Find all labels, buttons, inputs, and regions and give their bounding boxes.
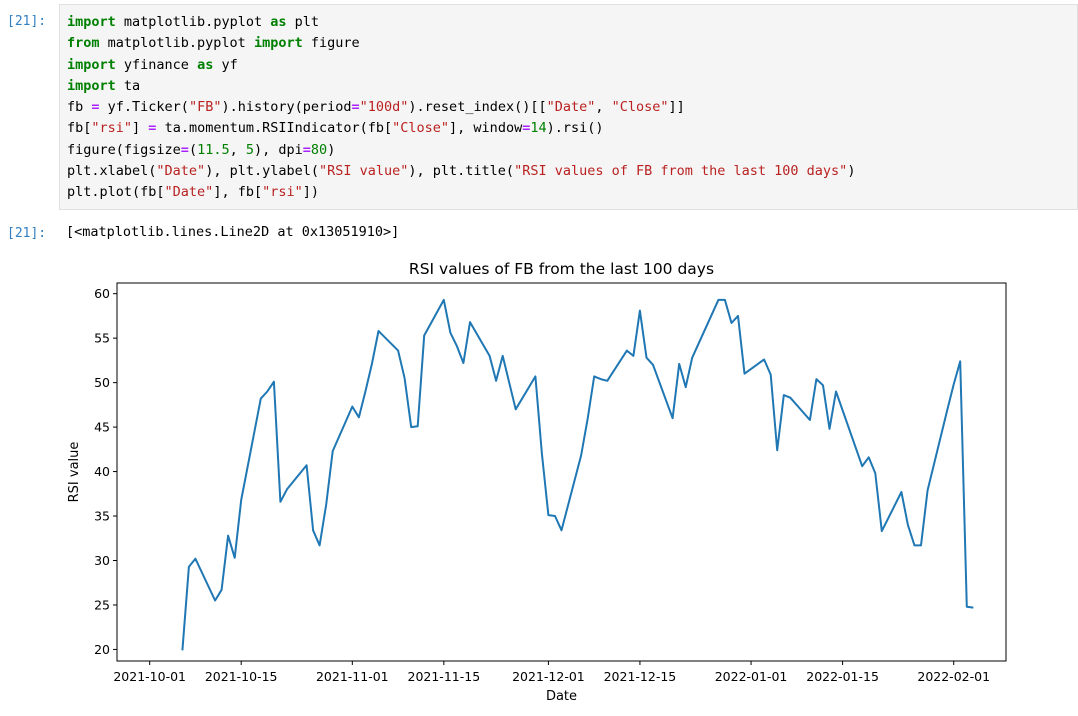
code-editor[interactable]: import matplotlib.pyplot as plt from mat… — [67, 12, 855, 204]
rsi-series-line — [181, 298, 974, 651]
code-token: 80 — [310, 141, 328, 158]
code-token: = — [180, 141, 189, 158]
code-token: yf.Ticker( — [99, 99, 189, 116]
code-token: ).history(period — [221, 99, 352, 116]
code-token: figure(figsize — [67, 141, 181, 158]
code-cell-input[interactable]: import matplotlib.pyplot as plt from mat… — [59, 4, 1078, 210]
x-tick-label: 2021-11-01 — [316, 669, 389, 684]
code-token: as — [197, 56, 214, 73]
code-token: "RSI value" — [318, 163, 409, 180]
code-line: import yfinance as yf — [67, 57, 238, 73]
code-token: plt — [286, 14, 319, 30]
code-token: ), plt.ylabel( — [205, 163, 319, 180]
output-prompt: [21]: — [7, 226, 47, 241]
plot-frame — [116, 282, 1007, 662]
y-tick-label: 20 — [94, 642, 110, 657]
x-axis-label: Date — [546, 689, 577, 704]
code-token: "100d" — [359, 99, 409, 116]
code-token: ), dpi — [254, 141, 303, 158]
code-token: 14 — [530, 120, 547, 137]
code-line: figure(figsize=(11.5, 5), dpi=80) — [67, 142, 335, 158]
rsi-line-chart: 20 25 30 35 40 45 50 55 60 2021-10-01 2021-10-15 20… — [67, 260, 1007, 704]
code-token: "Date" — [546, 99, 596, 116]
y-axis-label: RSI value — [67, 442, 82, 503]
code-line: plt.plot(fb["Date"], fb["rsi"]) — [67, 184, 319, 200]
code-line: fb["rsi"] = ta.momentum.RSIIndicator(fb[… — [67, 120, 604, 136]
chart-title: RSI values of FB from the last 100 days — [409, 260, 714, 278]
code-token: plt.plot(fb[ — [67, 184, 165, 201]
code-token: , — [229, 141, 246, 158]
code-token: ).rsi() — [546, 120, 604, 137]
code-token: ], fb[ — [213, 184, 263, 201]
output-text: [<matplotlib.lines.Line2D at 0x13051910>… — [66, 224, 400, 240]
x-tick-label: 2022-02-01 — [917, 669, 990, 684]
code-token: "Date" — [164, 184, 214, 201]
code-token: plt.xlabel( — [67, 163, 157, 180]
code-line: fb = yf.Ticker("FB").history(period="100… — [67, 99, 685, 115]
code-token: "rsi" — [91, 120, 133, 137]
x-tick-label: 2021-11-15 — [408, 669, 481, 684]
x-tick-label: 2021-12-01 — [512, 669, 585, 684]
code-token: matplotlib.pyplot — [99, 35, 254, 52]
y-tick-label: 50 — [94, 375, 110, 390]
code-token: from — [67, 35, 100, 52]
code-token: ta — [115, 77, 141, 94]
code-token: "Close" — [392, 120, 450, 137]
code-line: plt.xlabel("Date"), plt.ylabel("RSI valu… — [67, 163, 855, 179]
code-token: import — [67, 77, 116, 94]
y-tick-label: 35 — [94, 509, 110, 524]
y-tick-label: 30 — [94, 553, 110, 568]
code-token: "rsi" — [262, 184, 303, 201]
code-token: yf — [213, 56, 238, 73]
code-token: ) — [847, 163, 856, 180]
code-token: ]) — [302, 184, 320, 201]
code-token: as — [270, 14, 287, 30]
code-token: ) — [327, 141, 336, 158]
code-token: ], window — [449, 120, 523, 137]
code-token: 11.5 — [197, 141, 230, 158]
input-prompt: [21]: — [7, 14, 47, 29]
code-token: 5 — [245, 141, 254, 158]
y-tick-label: 55 — [94, 331, 110, 346]
x-tick-label: 2021-10-01 — [113, 669, 186, 684]
code-token: yfinance — [115, 56, 198, 73]
code-token: = — [302, 141, 311, 158]
code-token: ] — [132, 120, 149, 137]
code-token: import — [67, 56, 116, 73]
code-token: import — [67, 14, 116, 30]
code-token: = — [351, 99, 360, 116]
x-tick-label: 2022-01-01 — [715, 669, 788, 684]
x-tick-label: 2021-10-15 — [205, 669, 278, 684]
code-token: figure — [302, 35, 360, 52]
code-line: import ta — [67, 78, 140, 94]
code-token: fb — [67, 99, 92, 116]
y-tick-label: 40 — [94, 464, 110, 479]
y-tick-label: 25 — [94, 597, 110, 612]
x-tick-label: 2022-01-15 — [806, 669, 879, 684]
code-token: ).reset_index()[[ — [408, 99, 547, 116]
code-token: "RSI values of FB from the last 100 days… — [514, 163, 848, 180]
code-token: "Date" — [156, 163, 206, 180]
y-tick-label: 45 — [94, 420, 110, 435]
code-token: ]] — [668, 99, 685, 116]
code-token: ( — [188, 141, 198, 158]
code-token: fb[ — [67, 120, 92, 137]
code-line: from matplotlib.pyplot import figure — [67, 35, 360, 51]
code-token: ta.momentum.RSIIndicator(fb[ — [156, 120, 393, 137]
code-token: matplotlib.pyplot — [115, 14, 271, 30]
code-token: = — [91, 99, 100, 116]
code-token: "Close" — [611, 99, 669, 116]
x-tick-label: 2021-12-15 — [604, 669, 677, 684]
code-token: import — [253, 35, 303, 52]
y-tick-label: 60 — [94, 286, 110, 301]
code-token: = — [148, 120, 157, 137]
code-line: import matplotlib.pyplot as plt — [67, 14, 319, 30]
code-token: "FB" — [188, 99, 222, 116]
code-token: = — [522, 120, 531, 137]
code-token: , — [595, 99, 612, 116]
code-token: ), plt.title( — [408, 163, 515, 180]
